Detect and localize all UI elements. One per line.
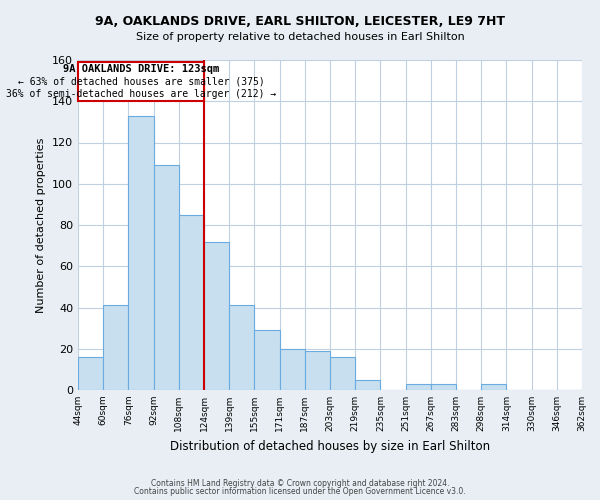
Bar (481, 384, 506, 390)
Bar (280, 349, 305, 390)
Bar (103, 306, 128, 390)
Text: 9A OAKLANDS DRIVE: 123sqm: 9A OAKLANDS DRIVE: 123sqm (63, 64, 219, 74)
Bar (254, 330, 280, 390)
Bar (154, 165, 179, 390)
Bar (330, 357, 355, 390)
Bar (204, 242, 229, 390)
Bar (78, 357, 103, 390)
Bar (128, 116, 154, 390)
Text: 36% of semi-detached houses are larger (212) →: 36% of semi-detached houses are larger (… (6, 89, 276, 99)
Bar (305, 351, 330, 390)
Text: Contains HM Land Registry data © Crown copyright and database right 2024.: Contains HM Land Registry data © Crown c… (151, 478, 449, 488)
Text: 9A, OAKLANDS DRIVE, EARL SHILTON, LEICESTER, LE9 7HT: 9A, OAKLANDS DRIVE, EARL SHILTON, LEICES… (95, 15, 505, 28)
Bar (431, 384, 456, 390)
Text: ← 63% of detached houses are smaller (375): ← 63% of detached houses are smaller (37… (17, 76, 265, 86)
Bar (179, 214, 204, 390)
Bar (355, 380, 380, 390)
X-axis label: Distribution of detached houses by size in Earl Shilton: Distribution of detached houses by size … (170, 440, 490, 452)
FancyBboxPatch shape (78, 62, 204, 101)
Text: Size of property relative to detached houses in Earl Shilton: Size of property relative to detached ho… (136, 32, 464, 42)
Bar (229, 306, 254, 390)
Y-axis label: Number of detached properties: Number of detached properties (37, 138, 46, 312)
Text: Contains public sector information licensed under the Open Government Licence v3: Contains public sector information licen… (134, 487, 466, 496)
Bar (406, 384, 431, 390)
